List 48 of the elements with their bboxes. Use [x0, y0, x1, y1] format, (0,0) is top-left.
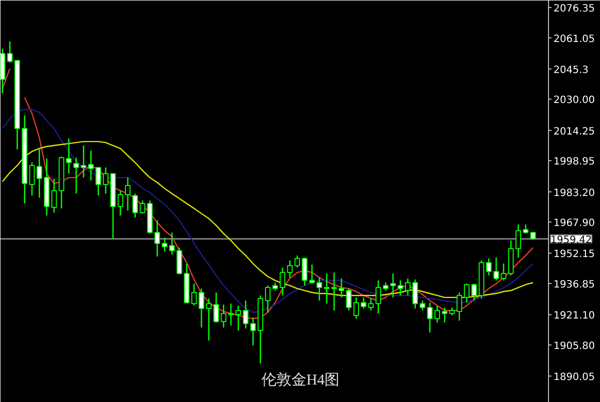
- candlestick: [464, 282, 470, 304]
- candlestick: [73, 156, 79, 194]
- candlestick: [434, 304, 440, 324]
- candlestick: [294, 254, 300, 268]
- y-tick-label: 1998.95: [554, 156, 595, 168]
- y-tick-label: 1967.90: [554, 218, 595, 230]
- y-tick-label: 2045.3: [554, 64, 589, 76]
- y-tick-label: 1921.10: [554, 310, 595, 322]
- y-tick-label: 1952.15: [554, 249, 595, 260]
- y-tick-label: 1936.85: [554, 280, 595, 290]
- candlestick: [302, 256, 308, 286]
- candlestick: [427, 302, 433, 334]
- candlestick: [516, 224, 522, 258]
- line-series: [2, 108, 534, 314]
- candlestick: [264, 284, 271, 314]
- candlestick: [486, 258, 492, 276]
- y-tick-label: 2014.25: [554, 126, 595, 138]
- candlestick: [522, 224, 528, 234]
- candlestick: [96, 166, 102, 196]
- candlestick: [398, 280, 404, 296]
- candlestick: [206, 298, 212, 342]
- candlestick: [309, 264, 315, 284]
- candlestick: [213, 292, 219, 324]
- candlestick: [66, 138, 72, 174]
- candlestick: [316, 276, 322, 302]
- candlestick: [51, 178, 57, 214]
- candlestick: [493, 256, 499, 282]
- candlestick: [176, 246, 182, 276]
- candlestick: [338, 278, 344, 298]
- candlestick: [324, 272, 330, 304]
- y-tick-label: 1983.20: [554, 188, 595, 199]
- candlestick: [376, 280, 382, 314]
- candlestick: [236, 304, 242, 332]
- y-tick-label: 2076.35: [554, 4, 595, 15]
- candlestick: [500, 262, 506, 282]
- candlestick: [287, 260, 293, 278]
- candlestick: [390, 272, 396, 298]
- text: 伦敦金H4图: [261, 372, 340, 388]
- candlestick: [124, 176, 131, 212]
- y-tick-label: 2030.00: [554, 95, 595, 106]
- y-tick-label: 1890.05: [554, 372, 595, 384]
- candlestick: [353, 296, 359, 320]
- candlestick: [404, 278, 411, 296]
- candlestick: [331, 272, 337, 312]
- candlestick: [154, 220, 160, 258]
- candlestick: [346, 288, 352, 312]
- y-tick-label: 2061.05: [554, 34, 595, 45]
- y-tick-label: 1905.80: [554, 340, 595, 352]
